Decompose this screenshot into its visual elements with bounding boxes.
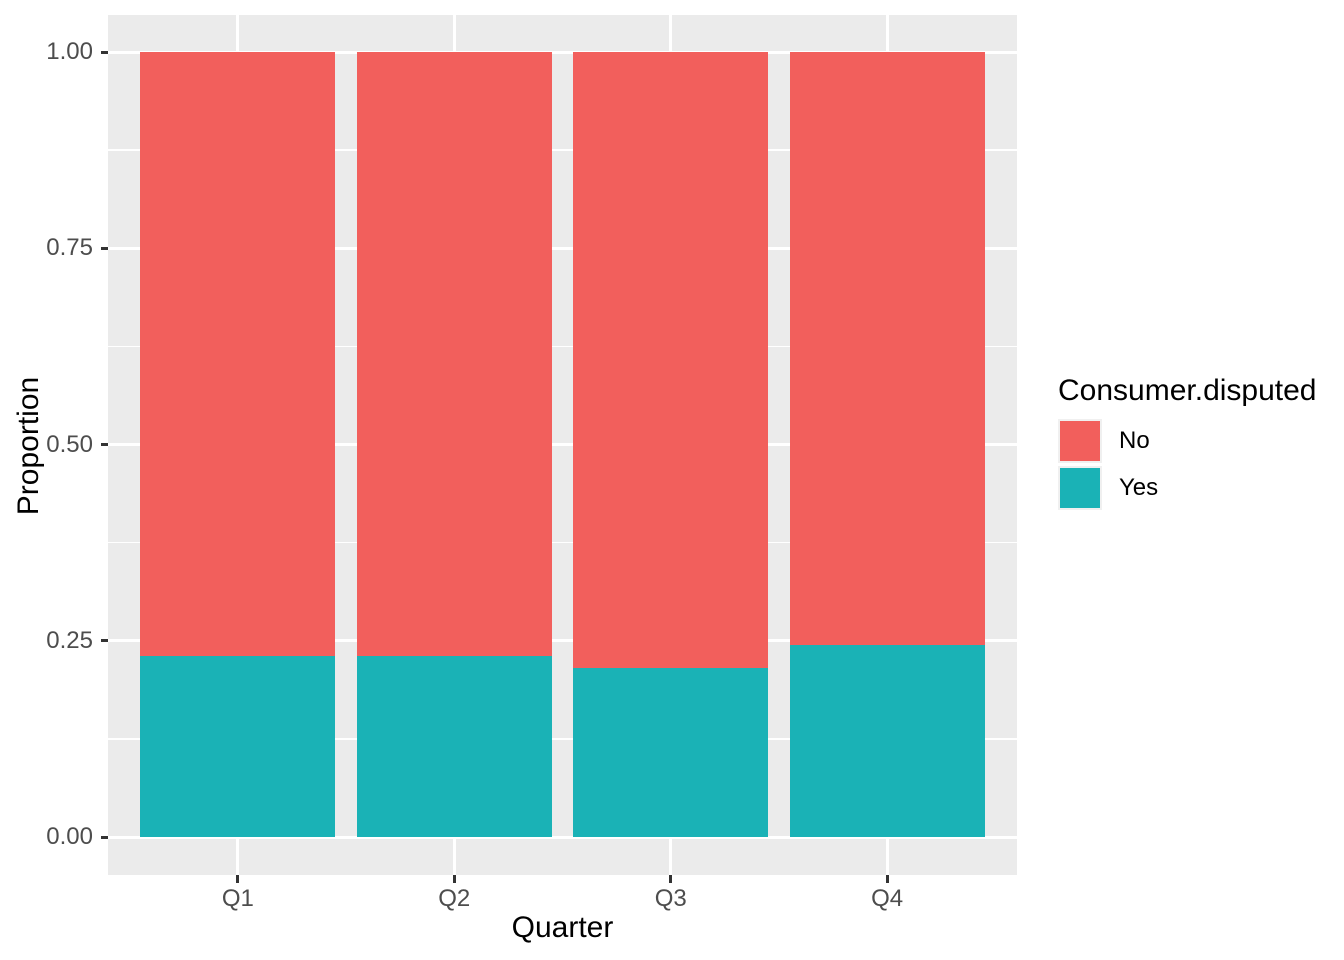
bar-segment-q1-yes — [140, 655, 336, 837]
gridline-minor-y — [108, 738, 1017, 740]
gridline-major-y — [108, 639, 1017, 643]
bar-q1 — [140, 52, 336, 837]
bar-segment-q3-yes — [573, 668, 769, 837]
legend-key-yes — [1058, 466, 1102, 510]
legend-label-no: No — [1119, 427, 1150, 454]
x-tick-label: Q4 — [871, 885, 904, 912]
gridline-major-y — [108, 246, 1017, 250]
y-tick-label: 0.75 — [46, 234, 93, 262]
legend-entry-no: No — [1058, 419, 1344, 463]
y-axis-title: Proportion — [12, 376, 45, 516]
legend-key-no — [1058, 419, 1102, 463]
bar-segment-q4-yes — [789, 644, 985, 837]
x-tick-label: Q1 — [221, 885, 254, 912]
y-tick-mark — [101, 443, 108, 446]
legend-title: Consumer.disputed — [1058, 374, 1317, 407]
bar-segment-q3-no — [573, 52, 769, 669]
y-tick-mark — [101, 50, 108, 54]
x-tick-mark — [236, 875, 240, 883]
x-tick-mark — [452, 875, 456, 883]
gridline-minor-y — [108, 149, 1017, 151]
legend-label-yes: Yes — [1119, 474, 1159, 501]
gridline-major-y — [108, 835, 1017, 839]
x-tick-mark — [669, 875, 673, 883]
legend-entries: No Yes — [1058, 419, 1344, 510]
plot-panel — [108, 15, 1017, 875]
x-tick-mark — [885, 875, 889, 883]
gridline-minor-y — [108, 345, 1017, 348]
y-tick-mark — [101, 835, 108, 839]
bar-segment-q4-no — [789, 52, 985, 645]
y-tick-label: 0.50 — [46, 430, 93, 458]
bar-segment-q2-no — [356, 52, 552, 657]
bar-q2 — [356, 52, 552, 837]
y-tick-mark — [101, 639, 108, 643]
legend-entry-yes: Yes — [1058, 466, 1344, 510]
bar-q3 — [573, 52, 769, 837]
y-tick-mark — [101, 246, 108, 250]
y-tick-label: 0.25 — [46, 626, 93, 654]
gridline-major-y — [108, 50, 1017, 54]
bar-segment-q2-yes — [356, 656, 552, 837]
bar-segment-q1-no — [140, 52, 336, 656]
x-axis-title: Quarter — [511, 911, 614, 944]
x-tick-label: Q2 — [438, 885, 471, 912]
gridline-major-y — [108, 443, 1017, 446]
bar-q4 — [789, 52, 985, 837]
gridline-minor-y — [108, 541, 1017, 544]
y-tick-label: 0.00 — [46, 823, 93, 850]
x-tick-label: Q3 — [654, 885, 687, 912]
y-tick-label: 1.00 — [46, 38, 93, 65]
legend: Consumer.disputed No Yes — [1058, 374, 1344, 510]
